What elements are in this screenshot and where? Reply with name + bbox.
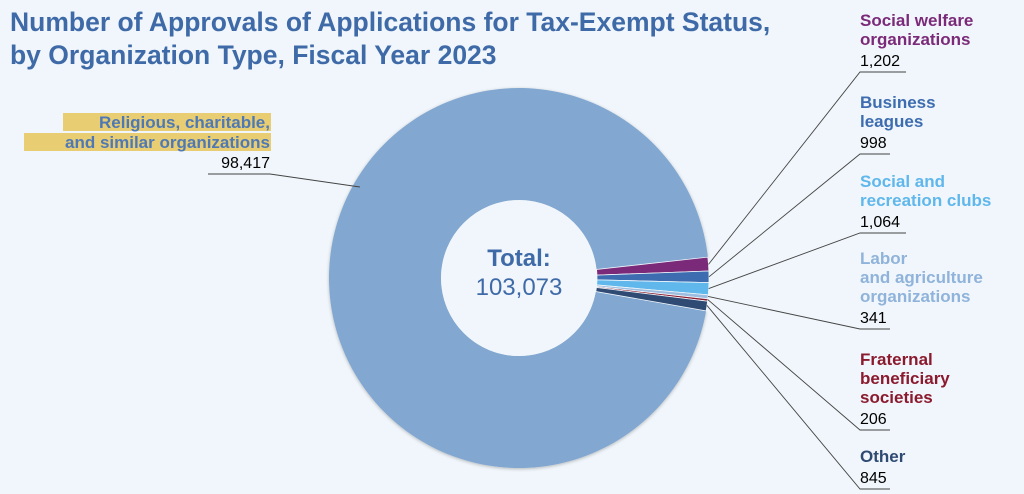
leader-line: [706, 305, 890, 490]
donut-hole: [441, 200, 597, 356]
chart-title-line-1: Number of Approvals of Applications for …: [10, 7, 771, 37]
leader-line: [707, 299, 890, 431]
slice-label-name: beneficiary: [860, 369, 950, 388]
leader-line: [708, 153, 890, 278]
leader-line: [707, 296, 890, 330]
slice-label-name: and agriculture: [860, 268, 983, 287]
slice-label-value: 98,417: [221, 155, 270, 172]
label-highlight: [24, 133, 271, 151]
slice-label-name: Religious, charitable,: [99, 113, 270, 132]
label-highlight: [63, 113, 271, 131]
slice-label-name: and similar organizations: [65, 133, 270, 152]
slice-labels: Social welfareorganizations1,202Business…: [24, 11, 991, 487]
slice-label-name: Other: [860, 447, 906, 466]
slice-label-name: organizations: [860, 30, 971, 49]
leader-line: [708, 232, 906, 289]
slice-label-name: Fraternal: [860, 350, 933, 369]
chart-title: Number of Approvals of Applications for …: [10, 6, 810, 72]
slice-label-value: 1,064: [860, 214, 900, 231]
pie-slice[interactable]: [329, 87, 708, 468]
slice-label-name: Social welfare: [860, 11, 973, 30]
slice-label-name: societies: [860, 388, 933, 407]
total-label: Total:: [487, 245, 551, 272]
chart-title-line-2: by Organization Type, Fiscal Year 2023: [10, 40, 497, 70]
slice-label-name: organizations: [860, 287, 971, 306]
slice-label-name: leagues: [860, 112, 923, 131]
leader-line: [708, 71, 906, 265]
slice-label-value: 1,202: [860, 53, 900, 70]
slice-label-name: Business: [860, 93, 936, 112]
slice-label-value: 998: [860, 135, 887, 152]
leader-lines: [208, 71, 906, 490]
slice-label-name: recreation clubs: [860, 191, 991, 210]
slice-label-value: 845: [860, 470, 887, 487]
slice-label-value: 206: [860, 411, 887, 428]
slice-label-name: Labor: [860, 249, 908, 268]
slice-label-value: 341: [860, 310, 887, 327]
slice-label-name: Social and: [860, 172, 945, 191]
donut-slices: [329, 87, 710, 468]
leader-line: [208, 173, 360, 188]
total-value: 103,073: [476, 274, 563, 301]
